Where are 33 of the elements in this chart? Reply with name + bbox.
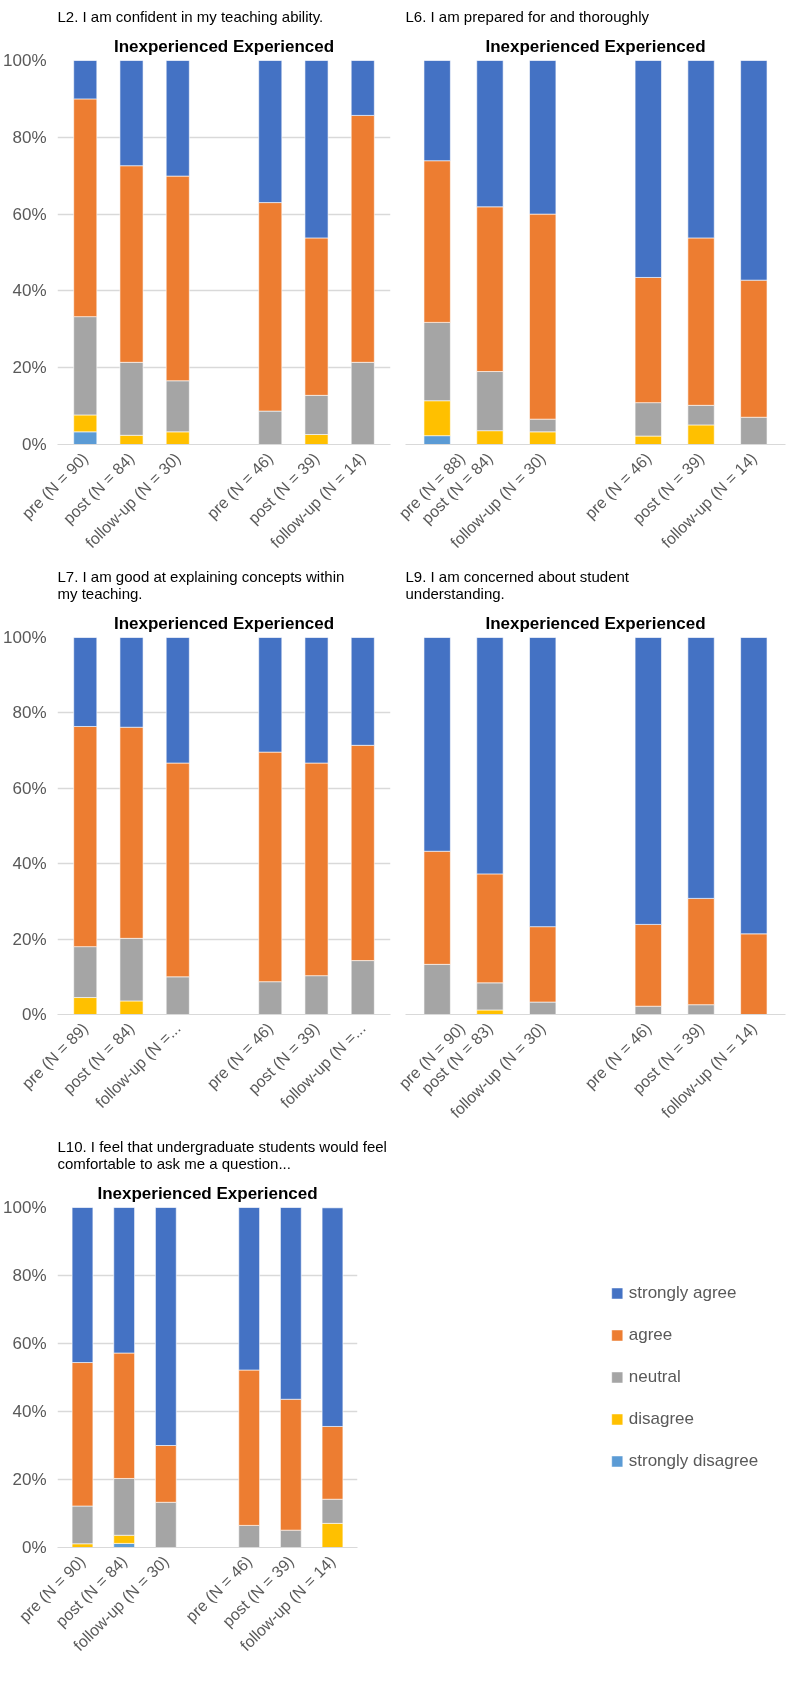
y-tick-label: 100% [3, 1198, 47, 1217]
y-tick-label: 60% [12, 204, 47, 224]
y-tick-label: 60% [12, 1334, 47, 1353]
y-tick-label: 0% [21, 435, 47, 454]
y-tick-label: 100% [3, 51, 47, 70]
y-tick-label: 80% [12, 1266, 47, 1285]
legend-label: neutral [628, 1367, 681, 1387]
chart-subtitle: Inexperienced Experienced [113, 36, 335, 56]
y-tick-label: 20% [12, 1470, 47, 1489]
chart-title: L2. I am confident in my teaching ability. [57, 7, 324, 25]
y-tick-label: 80% [12, 703, 47, 723]
y-tick-label: 40% [12, 281, 47, 301]
chart-title: L7. I am good at explaining concepts within my teaching. [57, 567, 345, 602]
y-tick-label: 100% [3, 628, 47, 647]
chart-title: L10. I feel that undergraduate students would feel comfortable to ask me a question... [57, 1137, 387, 1172]
chart-subtitle: Inexperienced Experienced [485, 613, 706, 633]
chart-title: L9. I am concerned about student understanding. [405, 567, 630, 602]
y-tick-label: 40% [12, 1402, 47, 1421]
legend-label: agree [628, 1325, 673, 1345]
y-tick-label: 0% [21, 1005, 47, 1024]
y-tick-label: 60% [12, 778, 47, 798]
y-tick-label: 80% [12, 127, 47, 147]
y-tick-label: 0% [21, 1538, 47, 1557]
chart-title: L6. I am prepared for and thoroughly [405, 7, 650, 25]
chart-subtitle: Inexperienced Experienced [97, 1183, 318, 1203]
y-tick-label: 20% [12, 358, 47, 378]
legend-label: disagree [628, 1409, 694, 1429]
chart-subtitle: Inexperienced Experienced [485, 36, 706, 56]
chart-subtitle: Inexperienced Experienced [113, 613, 335, 633]
legend-label: strongly agree [628, 1283, 737, 1303]
y-tick-label: 20% [12, 929, 47, 949]
y-tick-label: 40% [12, 854, 47, 874]
legend-label: strongly disagree [628, 1451, 759, 1471]
